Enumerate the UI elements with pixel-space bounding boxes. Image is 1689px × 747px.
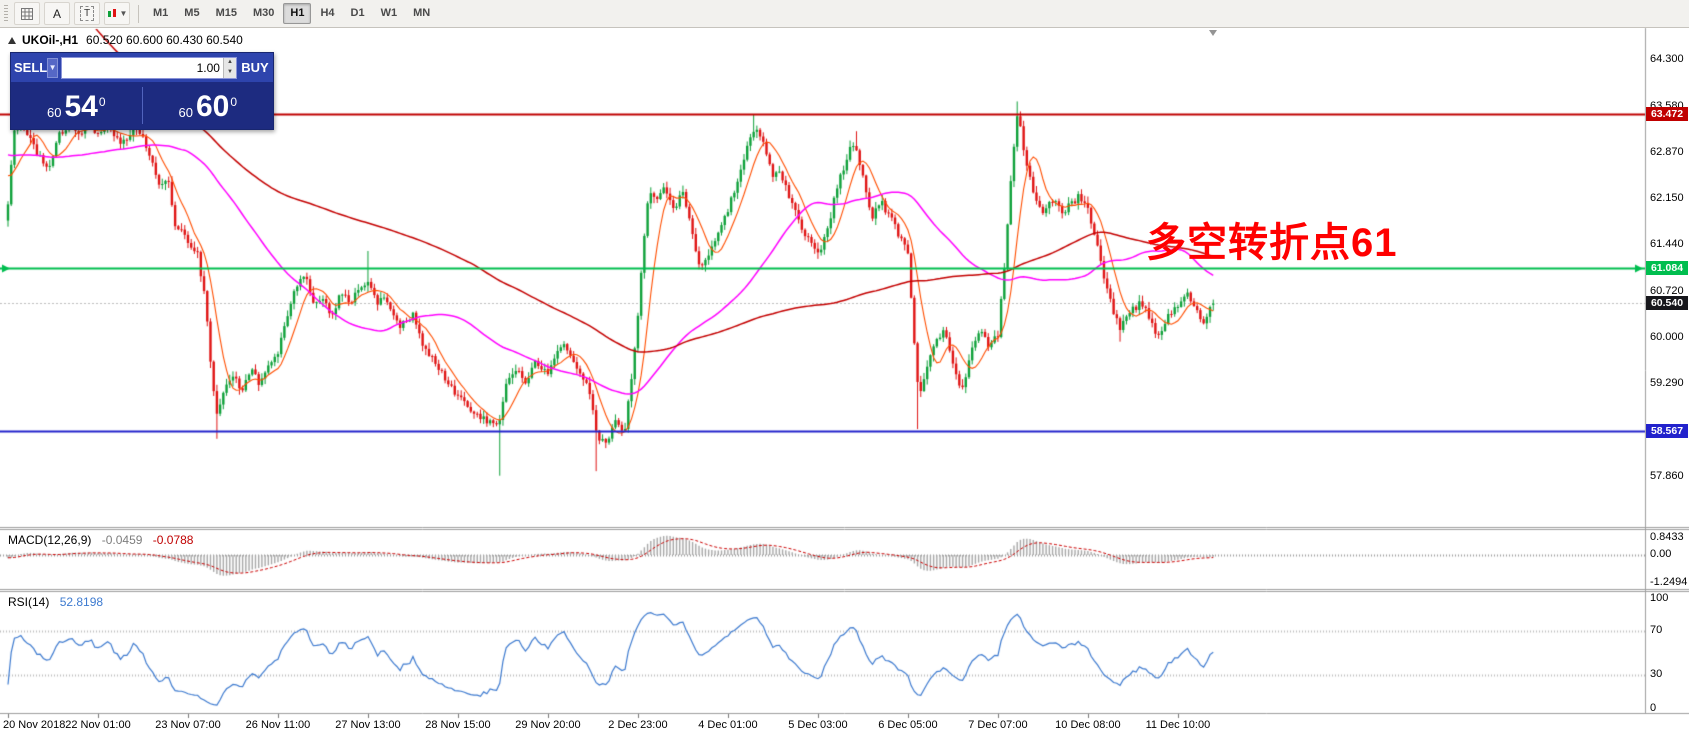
grid-icon xyxy=(21,7,33,20)
volume-spin-down-button[interactable]: ▼ xyxy=(222,67,236,78)
volume-stepper: ▲ ▼ xyxy=(60,56,237,79)
buy-price-superscript: 0 xyxy=(230,95,238,109)
rsi-panel-header: RSI(14) 52.8198 xyxy=(8,595,103,609)
chevron-down-icon: ▼ xyxy=(119,9,128,18)
rsi-value: 52.8198 xyxy=(59,595,104,609)
price-divider xyxy=(141,87,143,124)
toolbar-separator xyxy=(138,4,139,23)
timeframe-button-m5[interactable]: M5 xyxy=(184,7,200,19)
macd-label: MACD(12,26,9) xyxy=(8,533,92,547)
buy-button[interactable]: BUY xyxy=(241,60,269,75)
cursor-tool-button[interactable]: A xyxy=(44,2,70,25)
text-frame-icon: T xyxy=(79,6,95,21)
timeframe-button-h1[interactable]: H1 xyxy=(283,3,312,24)
toolbar-gripper[interactable] xyxy=(4,4,8,23)
volume-dropdown-button[interactable]: ▼ xyxy=(47,57,58,78)
timeframe-toolbar: M1 M5 M15 M30 H1 H4 D1 W1 MN xyxy=(145,3,438,24)
macd-panel-header: MACD(12,26,9) -0.0459 -0.0788 xyxy=(8,533,193,547)
chart-header: UKOil-,H1 60.520 60.600 60.430 60.540 xyxy=(8,33,243,47)
timeframe-button-m1[interactable]: M1 xyxy=(153,7,169,19)
volume-spin-up-button[interactable]: ▲ xyxy=(222,57,236,68)
rsi-label: RSI(14) xyxy=(8,595,50,609)
letter-a-icon: A xyxy=(52,6,61,21)
volume-input[interactable] xyxy=(61,57,223,78)
timeframe-button-h4[interactable]: H4 xyxy=(320,7,335,19)
sell-button[interactable]: SELL xyxy=(14,60,48,75)
candles-icon xyxy=(107,9,116,17)
chevron-down-icon: ▼ xyxy=(48,62,57,72)
buy-price-display: 60 60 0 xyxy=(143,82,274,129)
chart-style-dropdown-button[interactable]: ▼ xyxy=(104,2,130,25)
sell-price-big-digits: 54 xyxy=(64,90,98,123)
buy-price-big-digits: 60 xyxy=(195,90,230,123)
chart-ohlc-values: 60.520 60.600 60.430 60.540 xyxy=(86,33,243,47)
bar-shift-marker-icon xyxy=(1209,30,1218,36)
sell-price-display: 60 54 0 xyxy=(11,82,142,129)
buy-price-prefix: 60 xyxy=(178,104,193,120)
timeframe-button-mn[interactable]: MN xyxy=(413,7,431,19)
sell-price-prefix: 60 xyxy=(46,104,62,120)
top-toolbar: A T ▼ M1 M5 M15 M30 H1 H4 D1 W1 MN xyxy=(0,0,1689,28)
timeframe-button-d1[interactable]: D1 xyxy=(350,7,365,19)
timeframe-button-m15[interactable]: M15 xyxy=(215,7,237,19)
timeframe-button-m30[interactable]: M30 xyxy=(252,7,275,19)
one-click-trading-panel: SELL ▼ ▲ ▼ BUY 60 54 0 60 60 0 xyxy=(10,52,274,130)
macd-main-value: -0.0459 xyxy=(101,533,143,547)
timeframe-button-w1[interactable]: W1 xyxy=(380,7,398,19)
grid-tool-button[interactable] xyxy=(14,2,40,25)
chart-annotation-text: 多空转折点61 xyxy=(1146,221,1398,265)
sell-price-superscript: 0 xyxy=(98,95,106,109)
text-tool-button[interactable]: T xyxy=(74,2,100,25)
macd-signal-value: -0.0788 xyxy=(152,533,194,547)
symbol-marker-icon xyxy=(8,36,16,44)
chart-title: UKOil-,H1 xyxy=(22,33,79,47)
